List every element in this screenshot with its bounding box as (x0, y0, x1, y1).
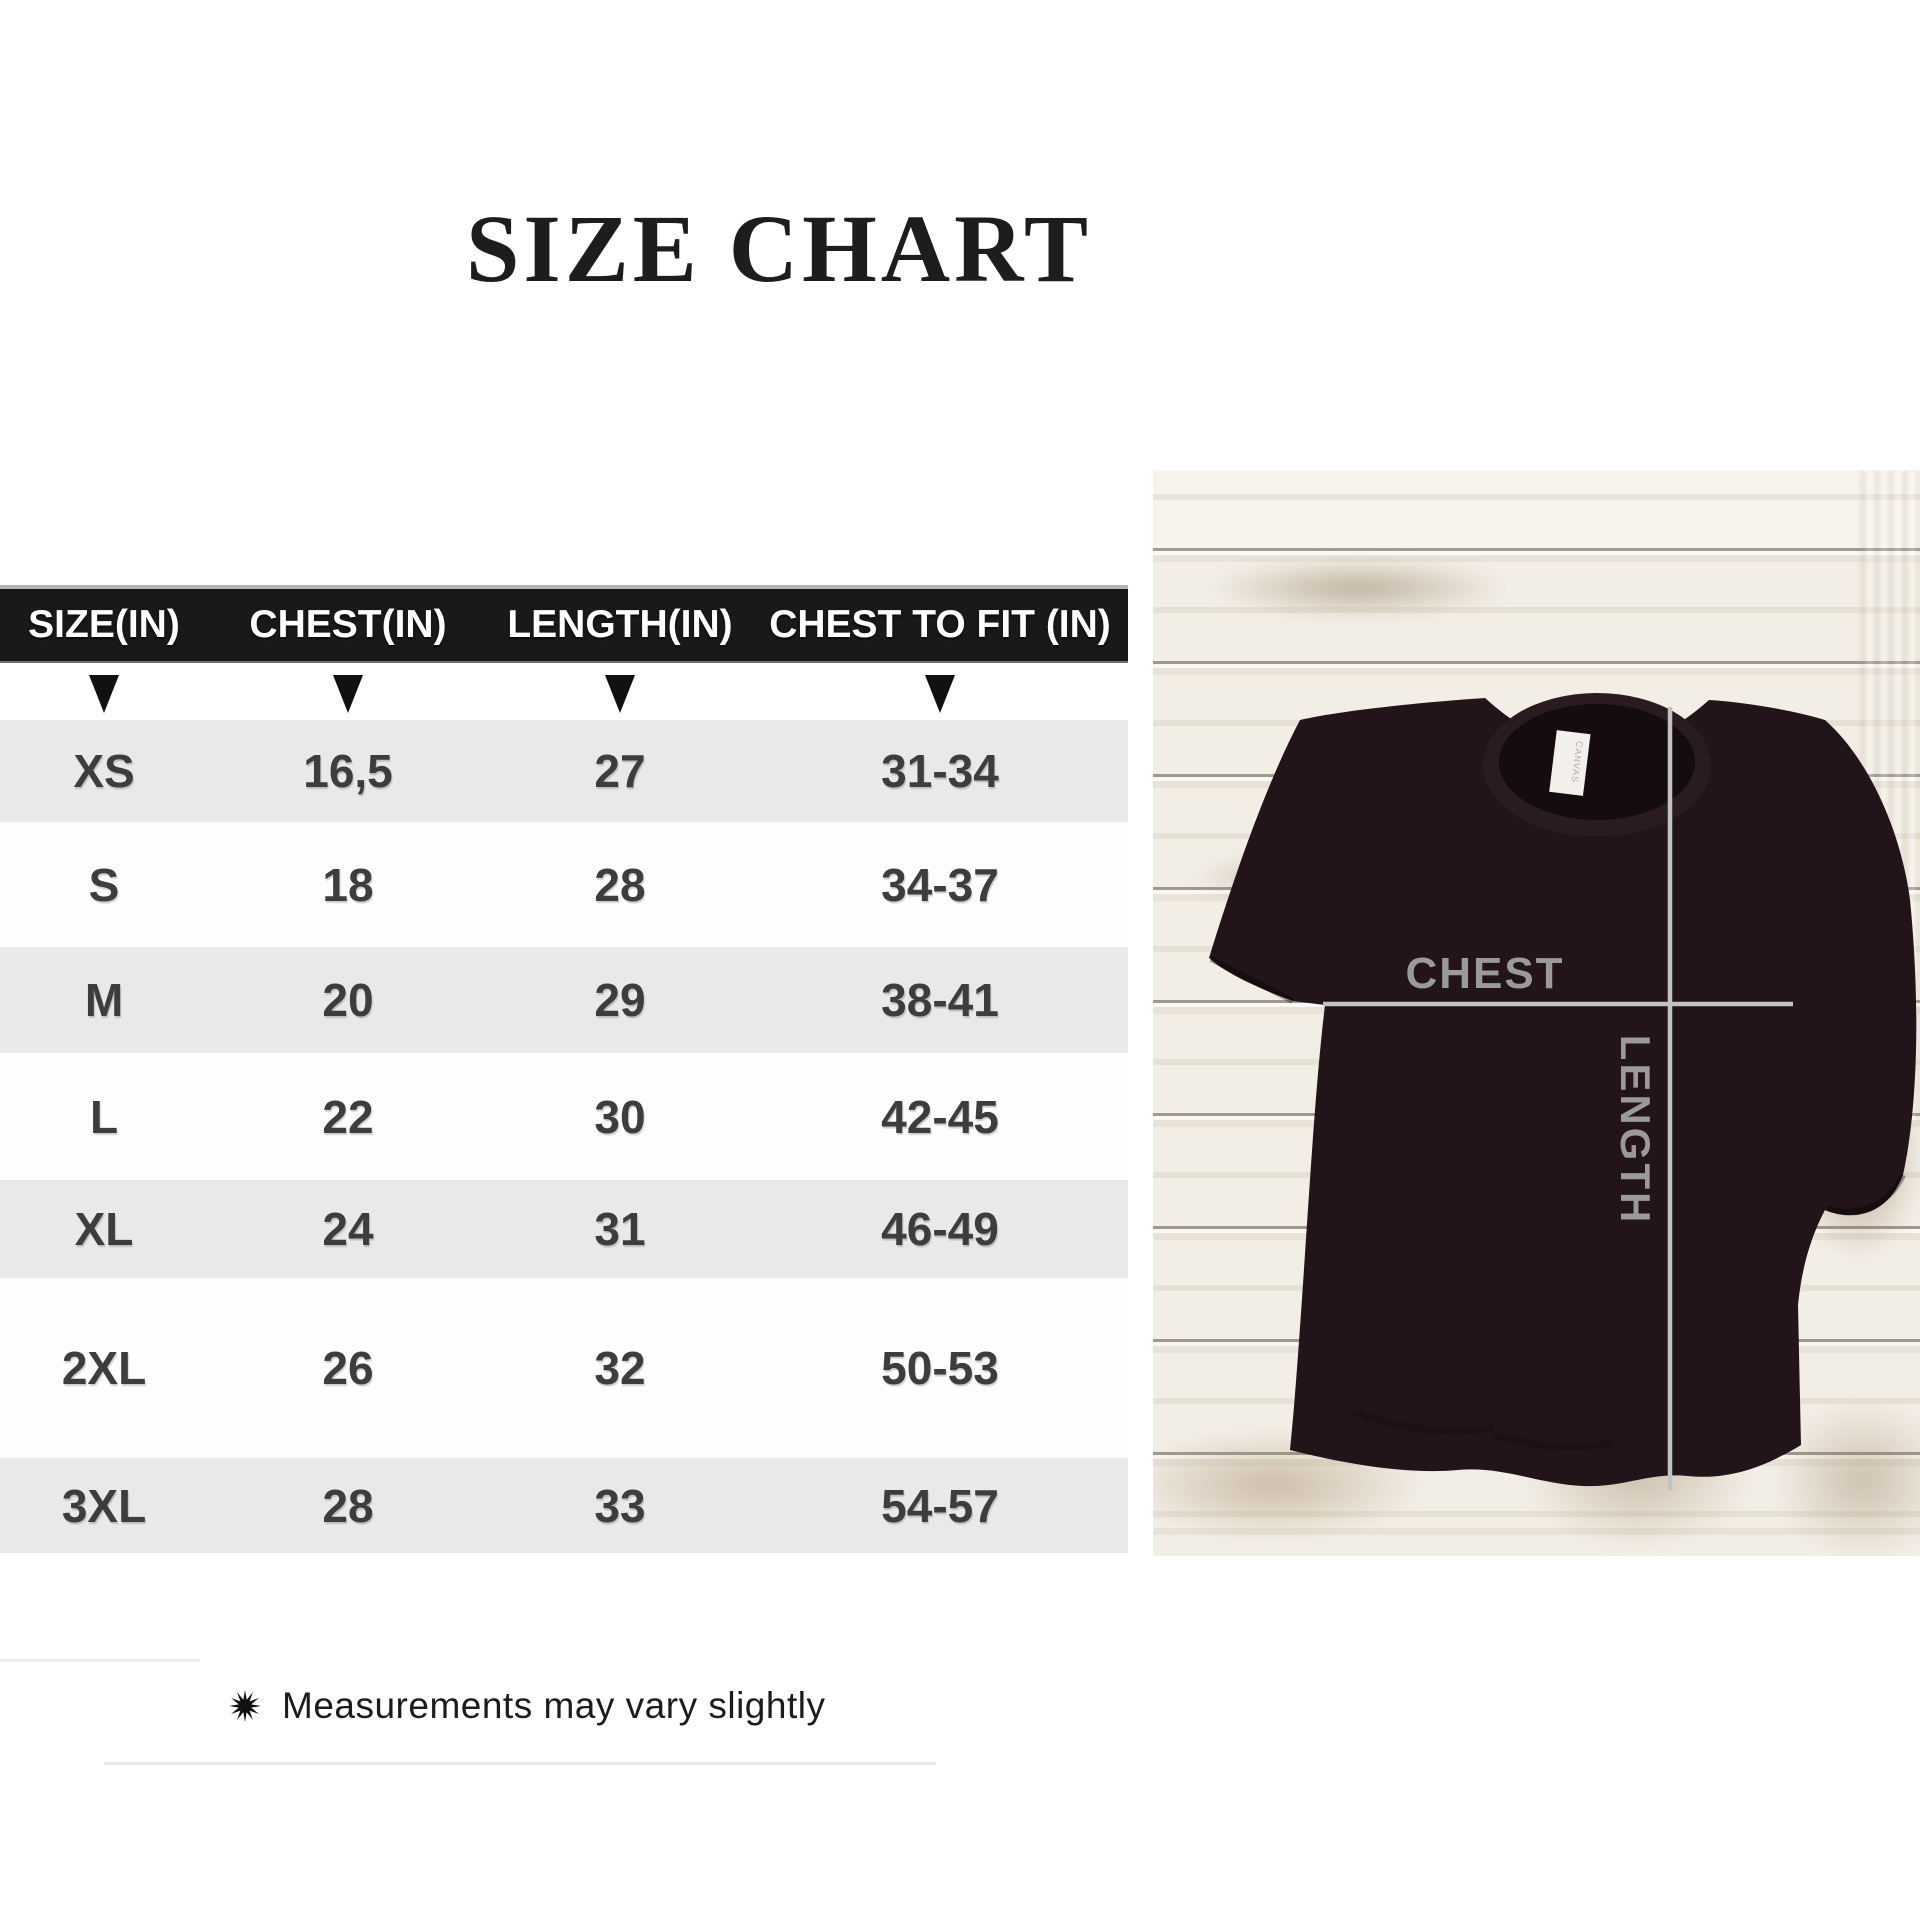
table-body: XS 16,5 27 31-34 S 18 28 34-37 M 20 29 38-41 L 22 30 42… (0, 720, 1128, 1553)
wood-stain (1208, 558, 1508, 618)
fit-cell: 46-49 (881, 1203, 999, 1255)
length-label: LENGTH (1612, 1035, 1659, 1226)
tshirt-diagram: CANVAS CHEST LENGTH (1209, 693, 1917, 1490)
hem-wrinkles (1351, 1408, 1614, 1451)
tshirt-shape (1209, 698, 1917, 1487)
page-title: SIZE CHART (465, 195, 1093, 302)
length-cell: 30 (594, 1090, 646, 1143)
table-row: XL 24 31 46-49 (0, 1180, 1128, 1278)
table-row: L 22 30 42-45 (0, 1053, 1128, 1180)
chest-cell: 22 (322, 1090, 374, 1143)
header-chest-to-fit: CHEST TO FIT (IN) (769, 603, 1111, 646)
neck-opening (1499, 704, 1695, 820)
footnote-text: Measurements may vary slightly (282, 1685, 826, 1726)
down-triangle-icon (605, 674, 635, 713)
table-header-row: SIZE(IN) CHEST(IN) LENGTH(IN) CHEST TO F… (0, 585, 1128, 663)
length-cell: 29 (594, 974, 646, 1026)
neck-tag: CANVAS (1549, 730, 1591, 796)
starburst-icon (229, 1690, 261, 1722)
chest-cell: 16,5 (303, 745, 393, 797)
size-cell: XL (74, 1203, 134, 1255)
chest-cell: 20 (322, 974, 374, 1026)
length-cell: 33 (594, 1479, 646, 1532)
size-cell: M (84, 974, 124, 1026)
length-cell: 28 (594, 858, 646, 911)
chest-cell: 18 (322, 858, 374, 911)
column-pointers (0, 663, 1128, 720)
size-cell: 3XL (61, 1479, 147, 1532)
header-size: SIZE(IN) (28, 603, 180, 646)
header-chest: CHEST(IN) (249, 603, 447, 646)
chest-label: CHEST (1405, 949, 1564, 998)
down-triangle-icon (333, 674, 363, 713)
size-cell: S (88, 858, 120, 911)
table-row: 2XL 26 32 50-53 (0, 1278, 1128, 1458)
fit-cell: 42-45 (881, 1090, 999, 1143)
table-row: S 18 28 34-37 (0, 822, 1128, 947)
table-row: XS 16,5 27 31-34 (0, 720, 1128, 822)
divider-line (104, 1762, 936, 1765)
divider-line (0, 1659, 200, 1662)
length-cell: 32 (594, 1342, 646, 1394)
size-cell: XS (73, 745, 135, 797)
length-cell: 27 (594, 745, 646, 797)
header-length: LENGTH(IN) (507, 603, 733, 646)
size-cell: L (89, 1090, 119, 1143)
footnote: Measurements may vary slightly (228, 1684, 825, 1728)
chest-cell: 24 (322, 1203, 374, 1255)
fit-cell: 31-34 (881, 745, 999, 797)
tshirt-measure-photo: CANVAS CHEST LENGTH (1153, 470, 1920, 1556)
fit-cell: 54-57 (881, 1479, 999, 1532)
fit-cell: 38-41 (881, 974, 999, 1026)
sleeve-cuff-fold (1825, 1173, 1906, 1215)
table-row: 3XL 28 33 54-57 (0, 1458, 1128, 1553)
chest-cell: 26 (322, 1342, 374, 1394)
chest-cell: 28 (322, 1479, 374, 1532)
table-row: M 20 29 38-41 (0, 947, 1128, 1053)
down-triangle-icon (89, 674, 119, 713)
down-triangle-icon (925, 674, 955, 713)
sleeve-cuff-fold (1209, 956, 1295, 1004)
length-cell: 31 (594, 1203, 646, 1255)
fit-cell: 34-37 (881, 858, 999, 911)
size-chart-table: SIZE(IN) CHEST(IN) LENGTH(IN) CHEST TO F… (0, 585, 1128, 1553)
size-cell: 2XL (61, 1342, 147, 1394)
fit-cell: 50-53 (881, 1342, 999, 1394)
